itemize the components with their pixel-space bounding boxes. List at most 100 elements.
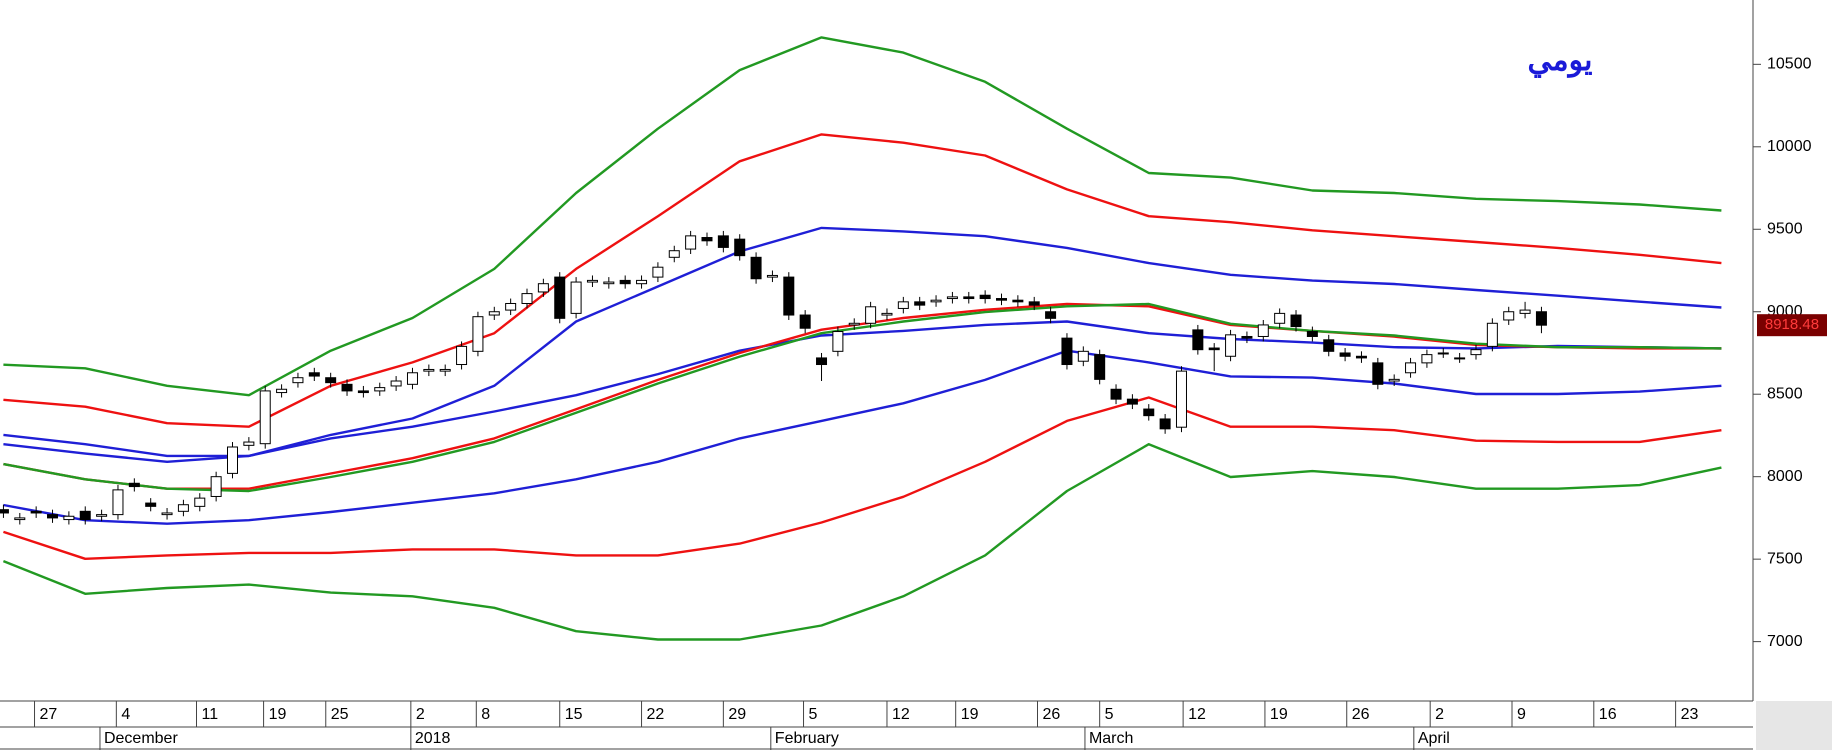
candle-body	[750, 256, 762, 280]
band-line	[3, 36, 1722, 397]
x-tick-label: 2	[416, 706, 425, 723]
month-label: December	[104, 730, 178, 747]
y-tick-label: 10500	[1767, 56, 1812, 73]
candle-body	[897, 301, 909, 309]
candle-body	[1372, 362, 1384, 385]
y-tick-label: 8500	[1767, 385, 1803, 402]
candle-body	[47, 514, 59, 519]
candle-body	[1028, 301, 1040, 306]
x-tick-label: 26	[1042, 706, 1060, 723]
band-line	[3, 302, 1722, 493]
candle-body	[1306, 331, 1318, 337]
x-tick-label: 19	[1270, 706, 1288, 723]
y-tick-label: 9500	[1767, 220, 1803, 237]
candle-body	[423, 368, 435, 372]
candle-body	[946, 296, 958, 300]
candle-body	[1110, 388, 1122, 400]
chart-title: يومي	[1528, 44, 1593, 78]
candle-body	[161, 512, 173, 516]
candle-body	[554, 276, 566, 319]
candle-body	[406, 372, 418, 385]
price-tag-label: 8918.48	[1765, 316, 1819, 333]
candle-body	[1077, 350, 1089, 362]
candle-body	[734, 238, 746, 257]
candle-body	[636, 279, 648, 285]
x-tick-label: 4	[121, 706, 130, 723]
band-line	[3, 133, 1722, 428]
candle-body	[292, 377, 304, 384]
x-tick-label: 25	[331, 706, 349, 723]
candle-body	[357, 390, 369, 394]
candle-body	[456, 345, 468, 366]
candle-body	[783, 276, 795, 316]
candle-body	[1175, 370, 1187, 428]
candle-body	[652, 266, 664, 278]
candle-body	[259, 390, 271, 445]
candle-body	[1126, 398, 1138, 405]
band-line	[3, 226, 1722, 458]
candle-body	[488, 311, 500, 316]
candle-body	[930, 299, 942, 303]
candle-body	[243, 441, 255, 446]
candle-body	[848, 322, 860, 326]
candle-body	[963, 296, 975, 300]
candle-body	[586, 279, 598, 283]
candle-body	[1143, 408, 1155, 417]
candle-body	[537, 283, 549, 293]
candle-body	[1405, 362, 1417, 374]
band-line	[3, 349, 1722, 525]
x-tick-label: 22	[647, 706, 665, 723]
candle-body	[63, 515, 75, 521]
candle-body	[816, 357, 828, 366]
month-label: March	[1089, 730, 1133, 747]
candle-body	[1094, 354, 1106, 380]
month-label: April	[1418, 730, 1450, 747]
candle-body	[325, 377, 337, 384]
candle-body	[701, 237, 713, 242]
candle-body	[1192, 329, 1204, 351]
candle-body	[668, 250, 680, 258]
candle-body	[1535, 311, 1547, 326]
candle-body	[619, 279, 631, 285]
candle-body	[1355, 355, 1367, 359]
candle-body	[1388, 378, 1400, 382]
candle-body	[1208, 347, 1220, 351]
candle-body	[14, 517, 26, 521]
x-tick-label: 19	[961, 706, 979, 723]
y-tick-label: 10000	[1767, 138, 1812, 155]
x-tick-label: 19	[269, 706, 287, 723]
candle-body	[227, 446, 239, 474]
x-tick-label: 15	[565, 706, 583, 723]
price-tag	[1757, 314, 1827, 337]
candle-body	[505, 302, 517, 311]
x-tick-label: 12	[1188, 706, 1206, 723]
candle-body	[1339, 352, 1351, 357]
candle-body	[472, 316, 484, 352]
candle-body	[1290, 314, 1302, 328]
x-tick-label: 2	[1435, 706, 1444, 723]
candle-body	[1503, 311, 1515, 321]
x-tick-label: 5	[1105, 706, 1114, 723]
candle-body	[1274, 312, 1286, 324]
x-tick-label: 27	[40, 706, 58, 723]
candle-body	[603, 281, 615, 285]
x-tick-label: 5	[809, 706, 818, 723]
x-tick-label: 8	[481, 706, 490, 723]
candle-body	[1437, 352, 1449, 355]
x-tick-label: 26	[1352, 706, 1370, 723]
x-tick-label: 23	[1681, 706, 1699, 723]
y-tick-label: 8000	[1767, 468, 1803, 485]
candle-body	[996, 298, 1008, 301]
candle-body	[766, 274, 778, 278]
candle-body	[1486, 322, 1498, 347]
candle-body	[717, 235, 729, 248]
candle-body	[979, 294, 991, 300]
candle-body	[276, 388, 288, 394]
candle-body	[128, 482, 140, 488]
candle-body	[881, 312, 893, 316]
candle-body	[1470, 349, 1482, 356]
candle-body	[1045, 311, 1057, 319]
candle-body	[439, 368, 451, 372]
x-tick-label: 16	[1599, 706, 1617, 723]
